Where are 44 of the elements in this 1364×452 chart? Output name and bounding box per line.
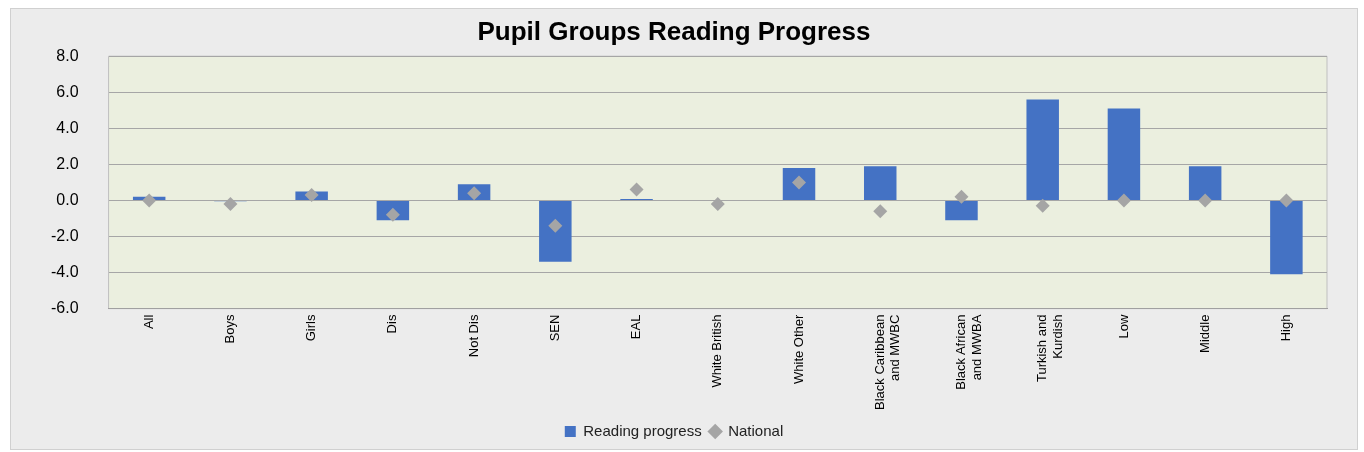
point — [223, 197, 238, 212]
x-tick-label: White British — [709, 314, 725, 388]
y-tick-label: -2.0 — [50, 226, 79, 244]
x-tick-label: EAL — [628, 314, 644, 340]
bar — [1107, 108, 1141, 200]
x-tick-label: White Other — [790, 313, 806, 384]
bar — [945, 200, 978, 221]
y-tick-label: -6.0 — [50, 299, 79, 317]
y-tick-label: 8.0 — [56, 46, 79, 64]
point — [304, 188, 319, 203]
x-tick-label: SEN — [546, 314, 562, 342]
x-tick-label: Boys — [221, 314, 237, 344]
x-tick-label: All — [140, 314, 156, 330]
bar — [1270, 200, 1303, 275]
x-tick-label: Turkish and Kurdish — [1034, 314, 1065, 383]
bar — [1026, 99, 1059, 200]
x-tick-label: Low — [1115, 314, 1131, 339]
legend-label: National — [728, 421, 784, 439]
point — [1116, 193, 1131, 208]
bar — [864, 166, 897, 200]
x-tick-label: Not Dis — [465, 314, 481, 358]
x-tick-label: Middle — [1196, 314, 1212, 353]
point — [873, 204, 888, 219]
point — [1035, 198, 1050, 213]
point — [1279, 193, 1294, 208]
bar — [1188, 166, 1222, 200]
x-tick-label: High — [1277, 314, 1293, 342]
x-tick-label: Dis — [384, 314, 400, 334]
y-tick-label: -4.0 — [50, 262, 79, 280]
point — [954, 189, 969, 204]
point — [142, 193, 157, 208]
legend-label: Reading progress — [583, 421, 702, 439]
point — [548, 218, 563, 233]
y-tick-label: 4.0 — [56, 118, 79, 136]
bar — [539, 200, 572, 262]
point — [710, 197, 725, 212]
x-tick-label: Black Caribbean and MWBC — [871, 314, 903, 410]
point — [1198, 193, 1213, 208]
point — [629, 182, 644, 197]
y-tick-label: 6.0 — [56, 82, 79, 100]
chart-title: Pupil Groups Reading Progress — [477, 15, 871, 46]
x-tick-label: Girls — [303, 314, 319, 342]
y-tick-label: 2.0 — [56, 154, 79, 172]
y-tick-label: 0.0 — [56, 190, 79, 208]
